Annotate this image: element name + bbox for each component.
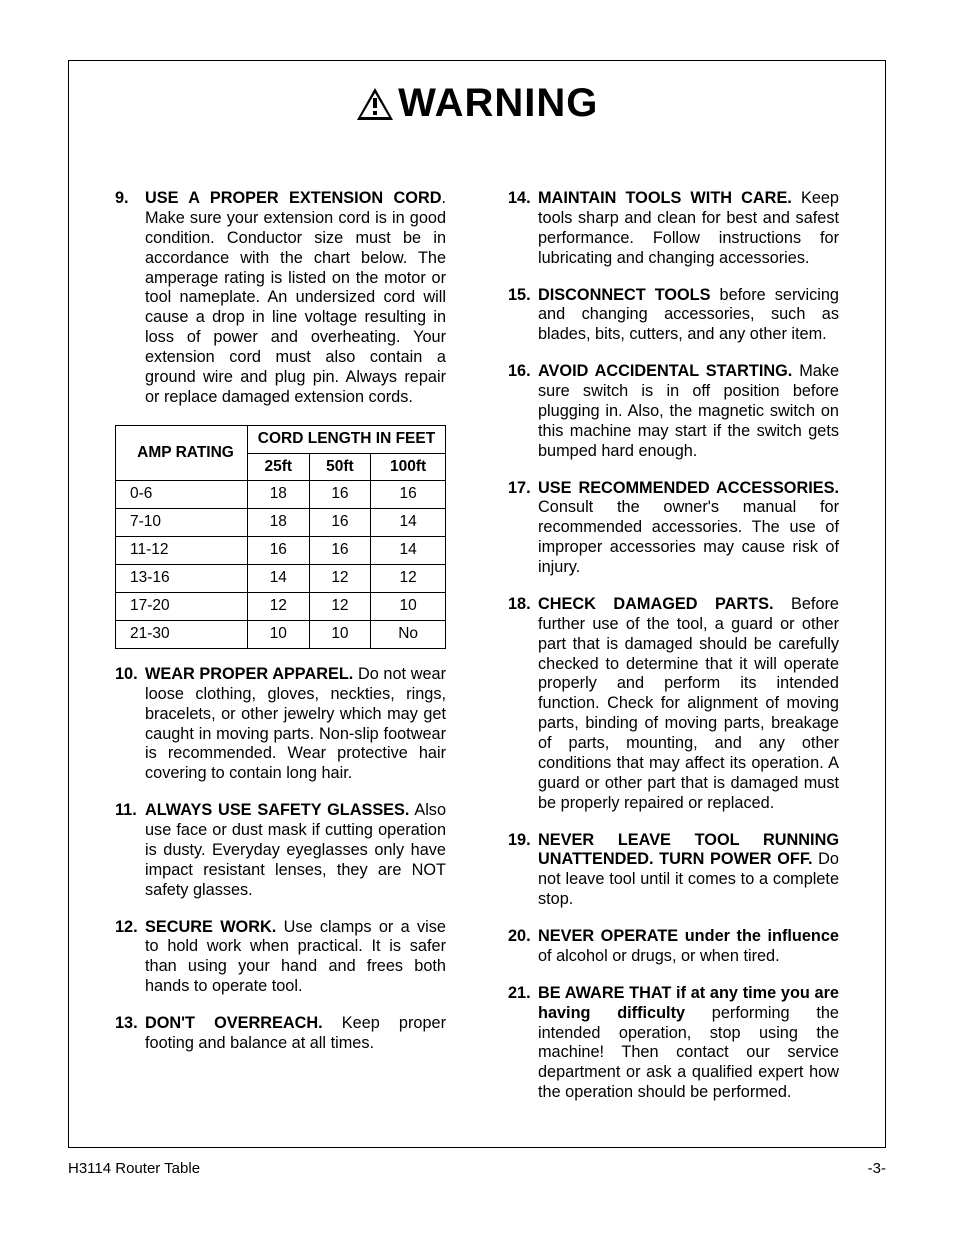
item-lead: NEVER OPERATE under the influence bbox=[538, 927, 839, 945]
item-lead: SECURE WORK. bbox=[145, 918, 276, 936]
list-item: 18.CHECK DAMAGED PARTS. Before further u… bbox=[508, 595, 839, 814]
list-item: 13.DON'T OVERREACH. Keep proper footing … bbox=[115, 1014, 446, 1054]
item-number: 21. bbox=[508, 984, 538, 1004]
list-item: 14.MAINTAIN TOOLS WITH CARE. Keep tools … bbox=[508, 189, 839, 269]
item-body: of alcohol or drugs, or when tired. bbox=[538, 947, 780, 965]
list-item: 20.NEVER OPERATE under the influence of … bbox=[508, 927, 839, 967]
item-number: 12. bbox=[115, 918, 145, 938]
warning-header: WARNING bbox=[69, 81, 885, 126]
page-footer: H3114 Router Table -3- bbox=[68, 1160, 886, 1177]
list-item: 15.DISCONNECT TOOLS before servicing and… bbox=[508, 286, 839, 346]
footer-product: H3114 Router Table bbox=[68, 1160, 200, 1177]
item-number: 17. bbox=[508, 479, 538, 499]
item-number: 13. bbox=[115, 1014, 145, 1034]
item-lead: CHECK DAMAGED PARTS. bbox=[538, 595, 774, 613]
item-number: 19. bbox=[508, 831, 538, 851]
table-header: 25ft bbox=[248, 453, 310, 481]
table-row: 11-12161614 bbox=[116, 537, 446, 565]
item-number: 11. bbox=[115, 801, 145, 821]
list-item: 9.USE A PROPER EXTENSION CORD. Make sure… bbox=[115, 189, 446, 408]
table-row: 13-16141212 bbox=[116, 565, 446, 593]
item-lead: WEAR PROPER APPAREL. bbox=[145, 665, 353, 683]
gauge-table: AMP RATING CORD LENGTH IN FEET 25ft 50ft… bbox=[115, 425, 446, 649]
item-lead: MAINTAIN TOOLS WITH CARE. bbox=[538, 189, 792, 207]
table-header: 50ft bbox=[309, 453, 371, 481]
content-columns: 9.USE A PROPER EXTENSION CORD. Make sure… bbox=[115, 189, 839, 1127]
list-item: 19.NEVER LEAVE TOOL RUNNING UNATTENDED. … bbox=[508, 831, 839, 911]
item-lead: AVOID ACCIDENTAL STARTING. bbox=[538, 362, 792, 380]
list-item: 12.SECURE WORK. Use clamps or a vise to … bbox=[115, 918, 446, 998]
warning-triangle-icon bbox=[356, 87, 394, 121]
item-number: 20. bbox=[508, 927, 538, 947]
item-number: 16. bbox=[508, 362, 538, 382]
table-row: 17-20121210 bbox=[116, 593, 446, 621]
item-body: . Make sure your extension cord is in go… bbox=[145, 189, 446, 406]
item-number: 14. bbox=[508, 189, 538, 209]
item-body: Before further use of the tool, a guard … bbox=[538, 595, 839, 812]
item-number: 15. bbox=[508, 286, 538, 306]
item-number: 9. bbox=[115, 189, 145, 209]
list-item: 11.ALWAYS USE SAFETY GLASSES. Also use f… bbox=[115, 801, 446, 900]
list-item: 16.AVOID ACCIDENTAL STARTING. Make sure … bbox=[508, 362, 839, 461]
item-lead: DISCONNECT TOOLS bbox=[538, 286, 710, 304]
item-lead: USE A PROPER EXTENSION CORD bbox=[145, 189, 441, 207]
warning-title: WARNING bbox=[398, 81, 598, 126]
list-item: 17.USE RECOMMENDED ACCESSORIES. Consult … bbox=[508, 479, 839, 578]
list-item: 21.BE AWARE THAT if at any time you are … bbox=[508, 984, 839, 1103]
page-border: WARNING 9.USE A PROPER EXTENSION CORD. M… bbox=[68, 60, 886, 1148]
list-item: 10.WEAR PROPER APPAREL. Do not wear loos… bbox=[115, 665, 446, 784]
table-row: 0-6181616 bbox=[116, 481, 446, 509]
item-number: 18. bbox=[508, 595, 538, 615]
table-header: AMP RATING bbox=[116, 425, 248, 481]
item-lead: USE RECOMMENDED ACCESSORIES. bbox=[538, 479, 839, 497]
table-row: 21-301010No bbox=[116, 620, 446, 648]
table-header: 100ft bbox=[371, 453, 446, 481]
table-header: CORD LENGTH IN FEET bbox=[248, 425, 446, 453]
item-lead: NEVER LEAVE TOOL RUNNING UNATTENDED. TUR… bbox=[538, 831, 839, 869]
item-lead: ALWAYS USE SAFETY GLASSES. bbox=[145, 801, 409, 819]
item-lead: DON'T OVERREACH. bbox=[145, 1014, 323, 1032]
footer-page-number: -3- bbox=[868, 1160, 886, 1177]
item-body: Consult the owner's manual for recommend… bbox=[538, 498, 839, 576]
table-row: 7-10181614 bbox=[116, 509, 446, 537]
item-number: 10. bbox=[115, 665, 145, 685]
